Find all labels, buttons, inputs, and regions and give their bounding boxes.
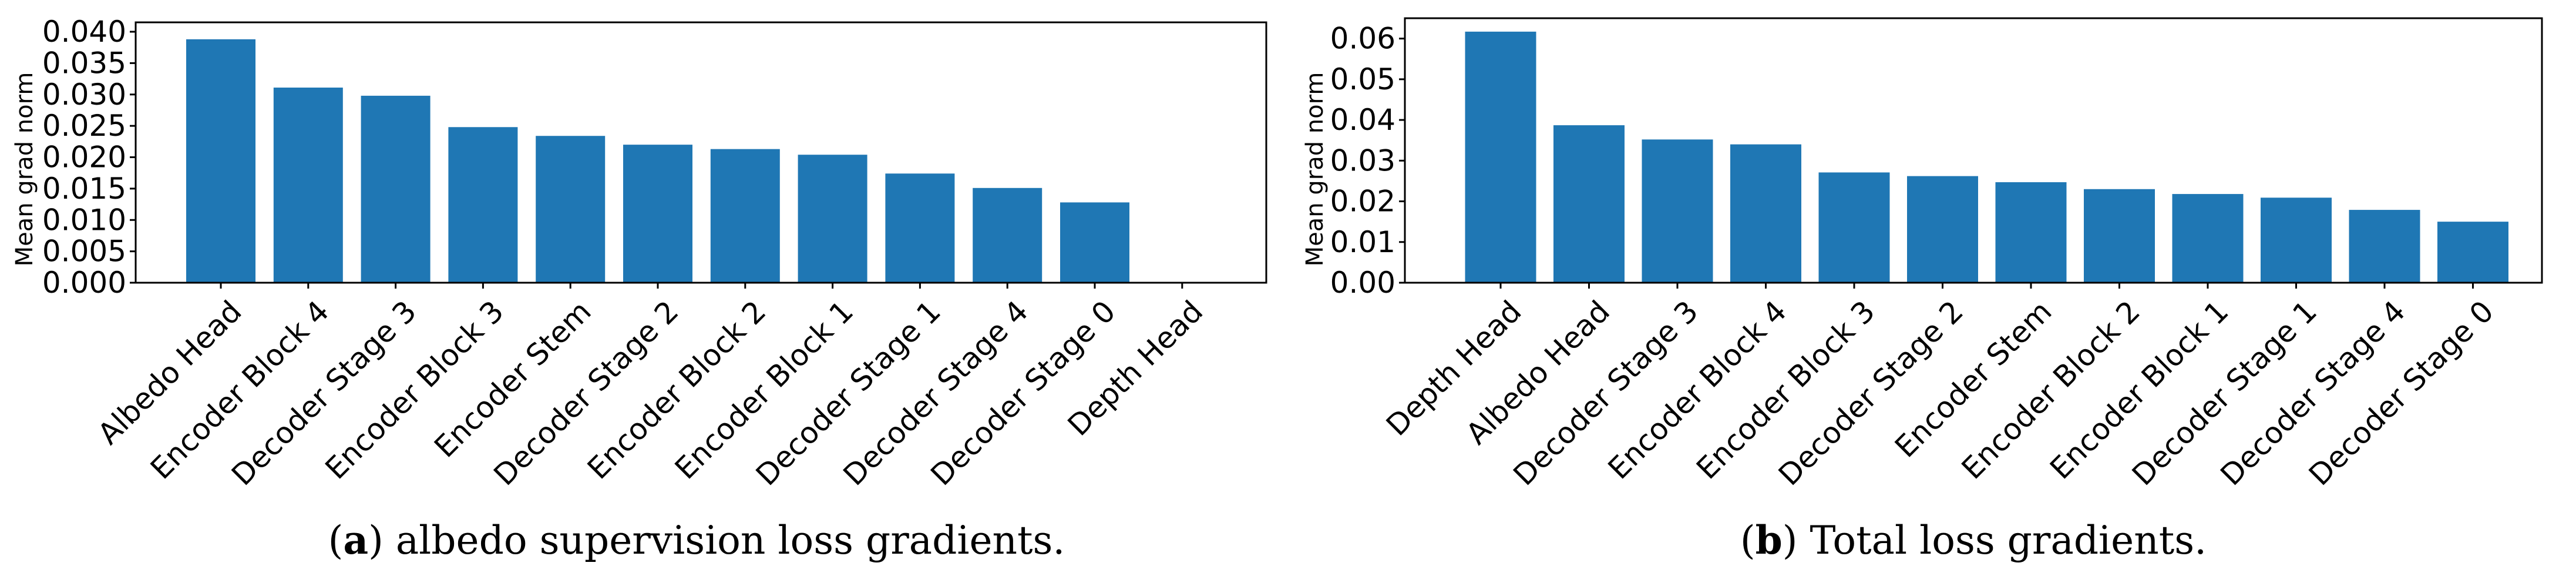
chart-a-bar xyxy=(623,145,692,283)
chart-a-ylabel: Mean grad norm xyxy=(11,72,38,267)
chart-b-plot-frame xyxy=(1404,17,2543,284)
chart-b-xtick-label: Encoder Stem xyxy=(1888,294,2058,464)
chart-a-ytick-label: 0.000 xyxy=(42,266,126,300)
chart-a-bar xyxy=(885,173,955,283)
chart-a-bar xyxy=(798,155,867,283)
chart-a-ytick-label: 0.020 xyxy=(42,140,126,175)
chart-b-bar xyxy=(1818,172,1890,283)
chart-b-ytick-label: 0.03 xyxy=(1330,143,1395,178)
caption-a-letter: a xyxy=(343,517,368,563)
chart-b-ytick-label: 0.02 xyxy=(1330,185,1395,219)
caption-a: (a) albedo supervision loss gradients. xyxy=(328,517,1065,563)
chart-a-ytick-label: 0.040 xyxy=(42,15,126,49)
chart-a-bar xyxy=(536,136,606,283)
chart-b-ytick-label: 0.04 xyxy=(1330,103,1395,137)
chart-b-bar xyxy=(2261,197,2332,283)
caption-a-text: ) albedo supervision loss gradients. xyxy=(368,518,1065,563)
chart-b-bar xyxy=(1465,31,1536,283)
chart-b: Mean grad norm 0.00 0.01 0.02 0.03 0.04 0.05 0… xyxy=(1302,17,2543,492)
chart-a-ytick-label: 0.035 xyxy=(42,46,126,80)
chart-b-ytick-label: 0.00 xyxy=(1330,266,1395,300)
caption-b: (b) Total loss gradients. xyxy=(1740,517,2207,563)
chart-b-bar xyxy=(2172,194,2244,283)
chart-a-ytick-label: 0.015 xyxy=(42,172,126,206)
chart-a-bar xyxy=(361,95,431,283)
chart-b-bar xyxy=(1553,125,1625,283)
chart-a: Mean grad norm 0.0000.0050.0100.0150.020… xyxy=(11,15,1267,492)
chart-a-ytick-label: 0.005 xyxy=(42,235,126,269)
chart-a-bar xyxy=(273,88,343,283)
chart-b-ytick-label: 0.05 xyxy=(1330,62,1395,96)
chart-a-ytick-label: 0.025 xyxy=(42,109,126,143)
chart-b-bar xyxy=(2349,210,2420,283)
chart-a-bar xyxy=(710,149,780,283)
chart-b-bar xyxy=(1995,182,2067,283)
chart-b-ylabel: Mean grad norm xyxy=(1302,72,1329,267)
caption-b-text: ) Total loss gradients. xyxy=(1783,518,2207,563)
chart-a-ytick-label: 0.010 xyxy=(42,203,126,237)
chart-b-bar xyxy=(2084,189,2155,283)
chart-b-bar xyxy=(1730,144,1801,283)
chart-a-bar xyxy=(186,39,255,283)
chart-a-ytick-label: 0.030 xyxy=(42,78,126,112)
chart-a-bar xyxy=(1060,202,1129,283)
chart-a-xtick-label: Encoder Stem xyxy=(428,294,597,464)
chart-b-ytick-label: 0.01 xyxy=(1330,225,1395,259)
chart-b-bar xyxy=(1907,176,1978,283)
caption-b-letter: b xyxy=(1756,517,1783,563)
chart-b-ytick-label: 0.06 xyxy=(1330,22,1395,56)
chart-a-plot-frame xyxy=(134,21,1267,284)
chart-a-bar xyxy=(448,127,518,283)
chart-a-bar xyxy=(973,187,1042,283)
chart-b-bar xyxy=(1642,139,1713,283)
chart-b-bar xyxy=(2437,222,2508,283)
